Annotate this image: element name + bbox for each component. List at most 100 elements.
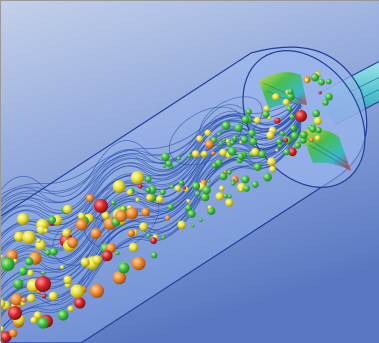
particle [243,185,250,192]
particle [231,181,236,186]
particle [132,257,146,271]
particle [188,154,192,158]
particle [8,306,22,320]
particle [60,265,64,269]
particle [239,188,243,192]
particle [291,132,299,140]
particle [76,219,88,231]
particle [258,150,266,158]
particle [208,205,212,209]
particle [241,175,249,183]
particle [291,126,297,132]
particle [21,297,26,302]
particle [207,179,210,182]
particle [315,135,321,141]
particle [289,114,294,119]
particle [263,173,272,182]
particle [216,192,224,200]
particle [127,189,133,195]
particle [37,317,48,328]
particle [223,138,226,141]
particle [283,149,289,155]
particle [280,131,285,136]
particle [111,200,116,205]
particle [44,228,48,232]
particle [254,117,261,124]
particle [102,250,113,261]
particle [272,93,279,100]
particle [205,130,212,137]
particle [188,210,196,218]
particle [186,199,190,203]
particle [36,239,40,243]
particle [199,218,203,222]
particle [275,149,278,152]
particle [160,189,166,195]
particle [138,184,143,189]
particle [146,233,151,238]
particle [248,129,256,137]
particle [294,142,301,149]
particle [192,150,199,157]
particle [219,186,224,191]
particle [42,294,46,298]
particle [170,184,174,188]
particle [219,149,226,156]
particle [202,151,208,157]
particle [150,237,157,244]
particle [94,199,108,213]
particle [227,170,232,175]
particle [318,79,325,86]
particle [196,135,203,142]
particle [126,207,138,219]
particle [78,213,85,220]
particle [48,216,56,224]
particle [287,89,293,95]
particle [70,284,84,298]
particle [269,166,276,173]
particle [135,198,139,202]
particle [325,93,333,101]
particle [22,231,35,244]
particle [166,160,173,167]
particle [274,118,280,124]
particle [161,153,170,162]
particle [283,138,288,143]
particle [309,138,314,143]
particle [49,292,58,301]
particle [115,251,119,255]
particle [146,194,153,201]
particle [276,139,282,145]
particle [67,237,78,248]
particle [300,131,308,139]
particle [27,270,34,277]
particle [234,124,243,133]
particle [145,176,151,182]
particle [225,199,233,207]
particle [305,78,309,82]
particle [175,185,181,191]
particle [237,153,244,160]
particle [219,172,227,180]
particle [295,110,307,122]
particle [242,116,250,124]
particle [81,258,90,267]
particle [178,221,187,230]
particle [230,140,235,145]
particle [266,131,274,139]
particle [315,127,321,133]
particle [241,136,249,144]
particle [68,306,74,312]
particle [74,297,85,308]
particle [228,147,237,156]
particle [312,110,320,118]
particle [131,171,144,184]
particle [314,117,322,125]
particle [217,132,221,136]
particle [311,73,319,81]
particle [192,182,200,190]
particle [262,111,269,118]
particle [246,109,252,115]
particle [91,228,102,239]
